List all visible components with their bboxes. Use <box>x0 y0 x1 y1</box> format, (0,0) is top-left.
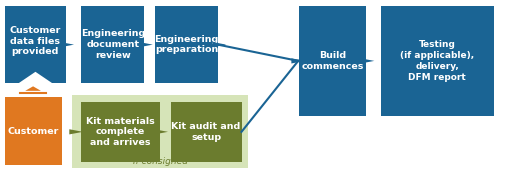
FancyBboxPatch shape <box>171 102 242 162</box>
Polygon shape <box>154 129 168 134</box>
FancyBboxPatch shape <box>81 102 160 162</box>
Polygon shape <box>60 42 74 47</box>
Text: Engineering
preparation: Engineering preparation <box>154 35 218 54</box>
FancyBboxPatch shape <box>5 6 66 83</box>
FancyBboxPatch shape <box>155 6 218 83</box>
FancyBboxPatch shape <box>81 6 144 83</box>
Text: Kit materials
complete
and arrives: Kit materials complete and arrives <box>87 117 155 147</box>
Polygon shape <box>361 58 374 63</box>
Text: Kit audit and
setup: Kit audit and setup <box>172 122 240 142</box>
Text: If consigned: If consigned <box>133 157 187 166</box>
FancyBboxPatch shape <box>72 95 248 168</box>
Text: Testing
(if applicable),
delivery,
DFM report: Testing (if applicable), delivery, DFM r… <box>400 40 474 82</box>
Polygon shape <box>213 42 226 47</box>
FancyBboxPatch shape <box>5 97 62 165</box>
FancyBboxPatch shape <box>299 6 366 116</box>
Polygon shape <box>69 129 83 134</box>
Text: Customer
data files
provided: Customer data files provided <box>10 26 61 56</box>
FancyBboxPatch shape <box>381 6 494 116</box>
Polygon shape <box>25 86 41 91</box>
Polygon shape <box>139 42 153 47</box>
Text: Build
commences: Build commences <box>302 51 364 71</box>
Polygon shape <box>291 58 305 63</box>
Text: Customer: Customer <box>8 126 59 136</box>
Polygon shape <box>19 72 52 83</box>
Text: Engineering
document
review: Engineering document review <box>81 29 145 60</box>
